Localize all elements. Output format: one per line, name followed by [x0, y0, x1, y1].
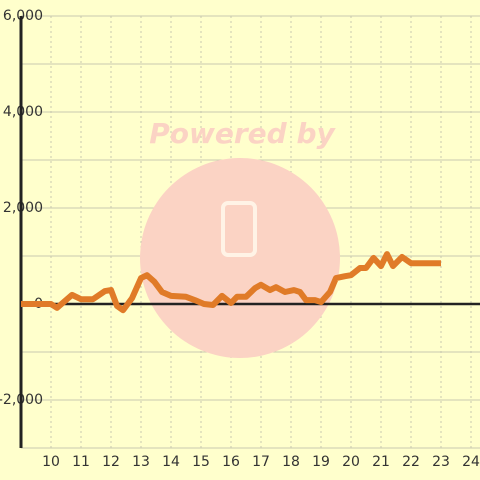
x-tick-label: 22: [402, 454, 420, 470]
x-tick-label: 13: [132, 454, 150, 470]
x-tick-label: 14: [162, 454, 180, 470]
x-tick-label: 23: [432, 454, 450, 470]
x-tick-label: 10: [42, 454, 60, 470]
x-tick-label: 17: [252, 454, 270, 470]
x-tick-label: 19: [312, 454, 330, 470]
x-tick-label: 20: [342, 454, 360, 470]
y-tick-label: 4,000: [3, 104, 43, 120]
y-tick-label: 6,000: [3, 8, 43, 24]
watermark-logo: [140, 158, 340, 358]
y-tick-label: 2,000: [3, 200, 43, 216]
x-tick-label: 18: [282, 454, 300, 470]
x-tick-label: 16: [222, 454, 240, 470]
watermark-text: Powered by: [149, 117, 336, 150]
x-tick-label: 24: [462, 454, 480, 470]
x-tick-label: 21: [372, 454, 390, 470]
x-tick-label: 15: [192, 454, 210, 470]
x-tick-label: 12: [102, 454, 120, 470]
watermark-icon: [221, 201, 257, 257]
x-tick-label: 11: [72, 454, 90, 470]
data-line: [21, 251, 441, 314]
